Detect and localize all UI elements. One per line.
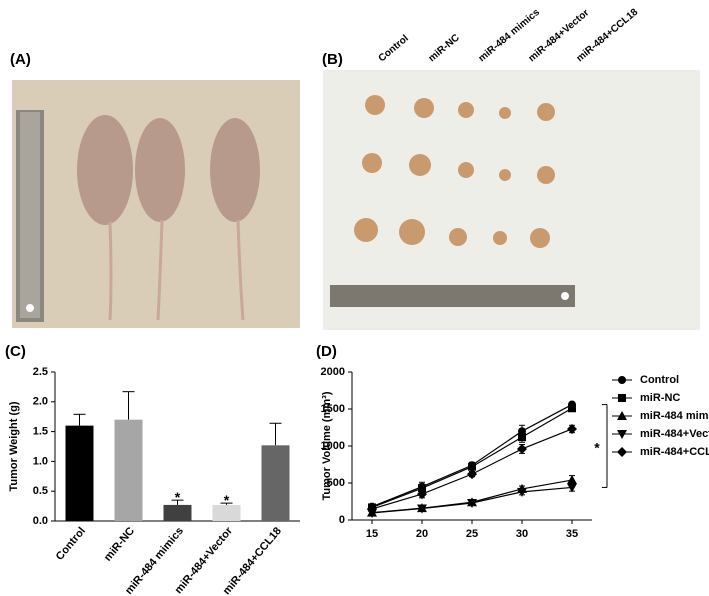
column-label: Control — [377, 33, 411, 64]
y-tick-label: 0 — [339, 514, 345, 526]
x-tick-label: 25 — [466, 528, 478, 540]
legend-marker — [617, 411, 627, 420]
photo-b — [323, 70, 700, 330]
annotation: * — [175, 489, 181, 505]
y-tick-label: 2.0 — [33, 396, 48, 408]
annotation: * — [224, 492, 230, 508]
x-tick-label: miR-NC — [102, 525, 137, 564]
marker — [568, 404, 576, 413]
x-tick-label: 15 — [366, 528, 378, 540]
bar — [261, 445, 290, 521]
marker — [517, 443, 527, 454]
y-tick-label: 1500 — [321, 403, 345, 415]
marker — [417, 489, 427, 500]
series-line — [371, 404, 573, 508]
legend-marker — [618, 394, 626, 402]
panel-label: (B) — [322, 51, 343, 68]
legend-label: miR-484+Vector — [640, 428, 709, 440]
x-tick-label: 30 — [516, 528, 528, 540]
y-tick-label: 0.0 — [33, 515, 48, 527]
bar — [114, 419, 143, 521]
y-axis-label: Tumor Weight (g) — [8, 401, 20, 491]
y-axis-label: Tumor Volume (mm³) — [321, 391, 333, 500]
photo-a — [12, 80, 300, 328]
marker — [467, 469, 477, 480]
legend-label: miR-484 mimics — [640, 410, 709, 422]
series-line — [371, 407, 573, 508]
legend-label: miR-484+CCL18 — [640, 446, 709, 458]
x-tick-label: 20 — [416, 528, 428, 540]
marker — [417, 504, 427, 514]
y-tick-label: 0.5 — [33, 485, 48, 497]
legend-label: miR-NC — [640, 392, 680, 404]
panel-label: (D) — [316, 343, 337, 360]
bar — [65, 425, 94, 521]
bar — [212, 504, 241, 521]
panel-label: (C) — [5, 343, 26, 360]
panel-label: (A) — [10, 51, 31, 68]
column-label: miR-NC — [427, 32, 462, 64]
y-tick-label: 2.5 — [33, 366, 48, 378]
marker — [517, 487, 527, 497]
legend-marker — [617, 447, 627, 457]
x-tick-label: 35 — [566, 528, 578, 540]
marker — [367, 503, 377, 514]
marker — [468, 462, 476, 471]
y-tick-label: 500 — [327, 477, 345, 489]
marker — [567, 483, 577, 493]
marker — [567, 423, 577, 434]
y-tick-label: 1.5 — [33, 426, 48, 438]
marker — [518, 433, 526, 442]
marker — [467, 498, 477, 508]
legend-marker — [618, 376, 626, 384]
bar — [163, 504, 192, 521]
y-tick-label: 1000 — [321, 440, 345, 452]
y-tick-label: 2000 — [321, 366, 345, 378]
legend-marker — [617, 430, 627, 439]
legend-label: Control — [640, 374, 679, 386]
x-tick-label: Control — [54, 525, 88, 563]
y-tick-label: 1.0 — [33, 455, 48, 467]
marker — [418, 484, 426, 493]
marker — [567, 475, 577, 485]
annotation: * — [594, 440, 600, 456]
